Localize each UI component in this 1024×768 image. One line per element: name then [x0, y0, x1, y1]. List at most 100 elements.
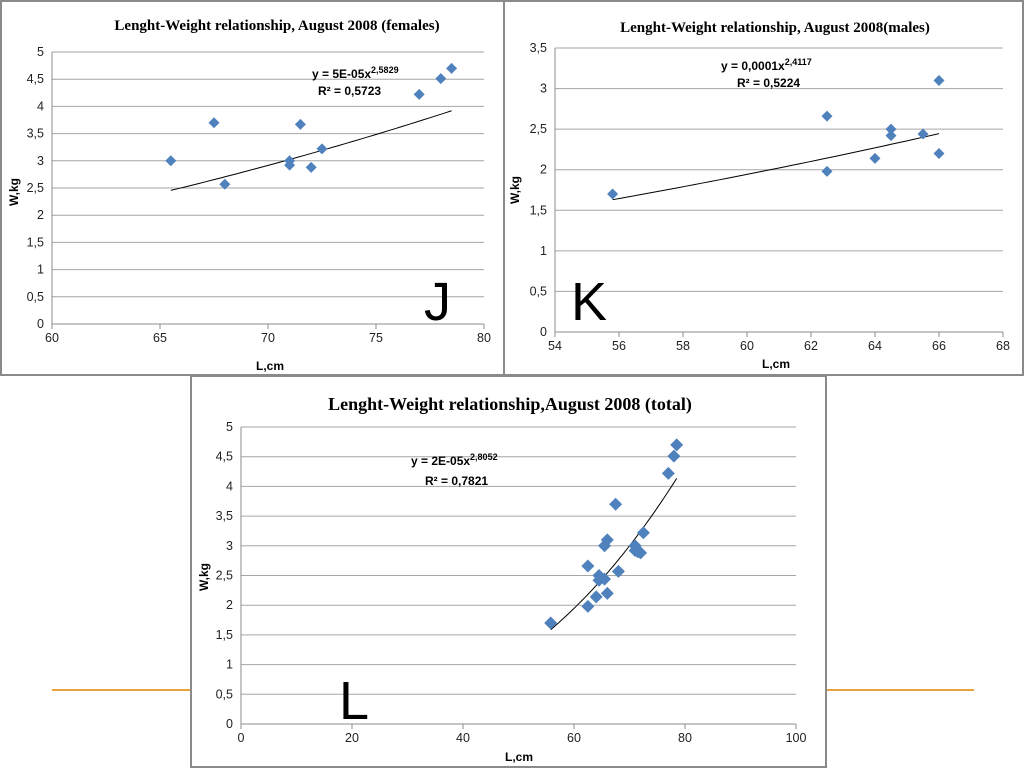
power-trendline — [612, 133, 940, 201]
data-point — [600, 586, 614, 600]
power-trendline — [170, 110, 452, 191]
y-tick-label: 3 — [226, 539, 233, 553]
data-point — [219, 178, 231, 190]
data-point — [634, 546, 648, 560]
y-tick-label: 2 — [37, 208, 44, 222]
y-tick-label: 1 — [540, 244, 547, 258]
power-trendline — [550, 478, 678, 631]
y-tick-label: 2 — [226, 598, 233, 612]
x-tick-label: 54 — [548, 339, 562, 353]
chart-panel-j: Lenght-Weight relationship, August 2008 … — [0, 0, 505, 376]
x-axis-title: L,cm — [762, 357, 790, 371]
y-tick-label: 5 — [226, 420, 233, 434]
y-axis-title: W,kg — [7, 178, 21, 206]
y-tick-label: 3 — [37, 154, 44, 168]
y-tick-label: 2 — [540, 163, 547, 177]
y-tick-label: 0 — [540, 325, 547, 339]
y-tick-label: 0 — [37, 317, 44, 331]
y-tick-label: 3,5 — [27, 127, 44, 141]
r-squared-label: R² = 0,5723 — [318, 84, 381, 98]
scatter-chart-l: Lenght-Weight relationship,August 2008 (… — [197, 394, 807, 764]
x-tick-label: 58 — [676, 339, 690, 353]
data-point — [609, 497, 623, 511]
y-tick-label: 1 — [37, 263, 44, 277]
y-tick-label: 4 — [37, 99, 44, 113]
y-axis-title: W,kg — [508, 176, 522, 204]
data-point — [413, 88, 425, 100]
y-tick-label: 4,5 — [27, 72, 44, 86]
y-axis-title: W,kg — [197, 563, 211, 591]
y-tick-label: 0 — [226, 717, 233, 731]
equation-exponent: 2,4117 — [785, 57, 812, 67]
data-point — [305, 161, 317, 173]
data-point — [589, 590, 603, 604]
chart-title: Lenght-Weight relationship, August 2008(… — [620, 20, 930, 36]
chart-panel-k: Lenght-Weight relationship, August 2008(… — [503, 0, 1024, 376]
data-point — [670, 438, 684, 452]
equation-base: y = 5E-05x — [312, 67, 371, 81]
data-point — [581, 599, 595, 613]
data-point — [821, 110, 833, 122]
data-point — [869, 152, 881, 164]
data-point — [598, 572, 612, 586]
data-point — [544, 616, 558, 630]
x-tick-label: 60 — [567, 731, 581, 745]
data-point — [885, 123, 897, 135]
scatter-chart-j: Lenght-Weight relationship, August 2008 … — [7, 18, 491, 373]
x-tick-label: 20 — [345, 731, 359, 745]
y-tick-label: 0,5 — [530, 284, 547, 298]
data-point — [933, 147, 945, 159]
data-point — [917, 128, 929, 140]
x-tick-label: 56 — [612, 339, 626, 353]
x-tick-label: 75 — [369, 331, 383, 345]
data-point — [284, 159, 296, 171]
data-point — [435, 73, 447, 85]
trendline-equation: y = 0,0001x2,4117 — [721, 57, 812, 73]
panel-label: L — [339, 671, 369, 731]
r-squared-label: R² = 0,7821 — [425, 474, 488, 488]
y-tick-label: 3 — [540, 82, 547, 96]
y-tick-label: 1,5 — [27, 235, 44, 249]
chart-title: Lenght-Weight relationship,August 2008 (… — [328, 394, 692, 415]
data-point — [165, 155, 177, 167]
trendline-equation: y = 2E-05x2,8052 — [411, 452, 498, 468]
data-point — [581, 559, 595, 573]
data-point — [636, 526, 650, 540]
chart-title: Lenght-Weight relationship, August 2008 … — [114, 18, 439, 34]
x-tick-label: 64 — [868, 339, 882, 353]
x-tick-label: 62 — [804, 339, 818, 353]
equation-base: y = 2E-05x — [411, 454, 470, 468]
data-point — [607, 188, 619, 200]
x-tick-label: 80 — [678, 731, 692, 745]
data-point — [885, 130, 897, 142]
x-axis-title: L,cm — [505, 750, 533, 764]
data-point — [316, 143, 328, 155]
y-tick-label: 3,5 — [530, 41, 547, 55]
x-tick-label: 66 — [932, 339, 946, 353]
y-tick-label: 0,5 — [27, 290, 44, 304]
y-tick-label: 5 — [37, 45, 44, 59]
x-tick-label: 100 — [786, 731, 807, 745]
x-tick-label: 40 — [456, 731, 470, 745]
equation-base: y = 0,0001x — [721, 59, 785, 73]
x-tick-label: 68 — [996, 339, 1010, 353]
y-tick-label: 4,5 — [216, 450, 233, 464]
equation-exponent: 2,8052 — [470, 452, 498, 462]
x-tick-label: 0 — [238, 731, 245, 745]
x-tick-label: 60 — [45, 331, 59, 345]
x-tick-label: 65 — [153, 331, 167, 345]
y-tick-label: 4 — [226, 479, 233, 493]
y-tick-label: 2,5 — [530, 122, 547, 136]
x-tick-label: 70 — [261, 331, 275, 345]
scatter-chart-k: Lenght-Weight relationship, August 2008(… — [508, 20, 1010, 371]
chart-panel-l: Lenght-Weight relationship,August 2008 (… — [190, 375, 827, 768]
data-point — [446, 62, 458, 74]
trendline-equation: y = 5E-05x2,5829 — [312, 65, 399, 81]
y-tick-label: 1 — [226, 658, 233, 672]
r-squared-label: R² = 0,5224 — [737, 76, 800, 90]
y-tick-label: 1,5 — [216, 628, 233, 642]
x-tick-label: 80 — [477, 331, 491, 345]
equation-exponent: 2,5829 — [371, 65, 399, 75]
panel-label: J — [424, 272, 451, 332]
y-tick-label: 0,5 — [216, 687, 233, 701]
